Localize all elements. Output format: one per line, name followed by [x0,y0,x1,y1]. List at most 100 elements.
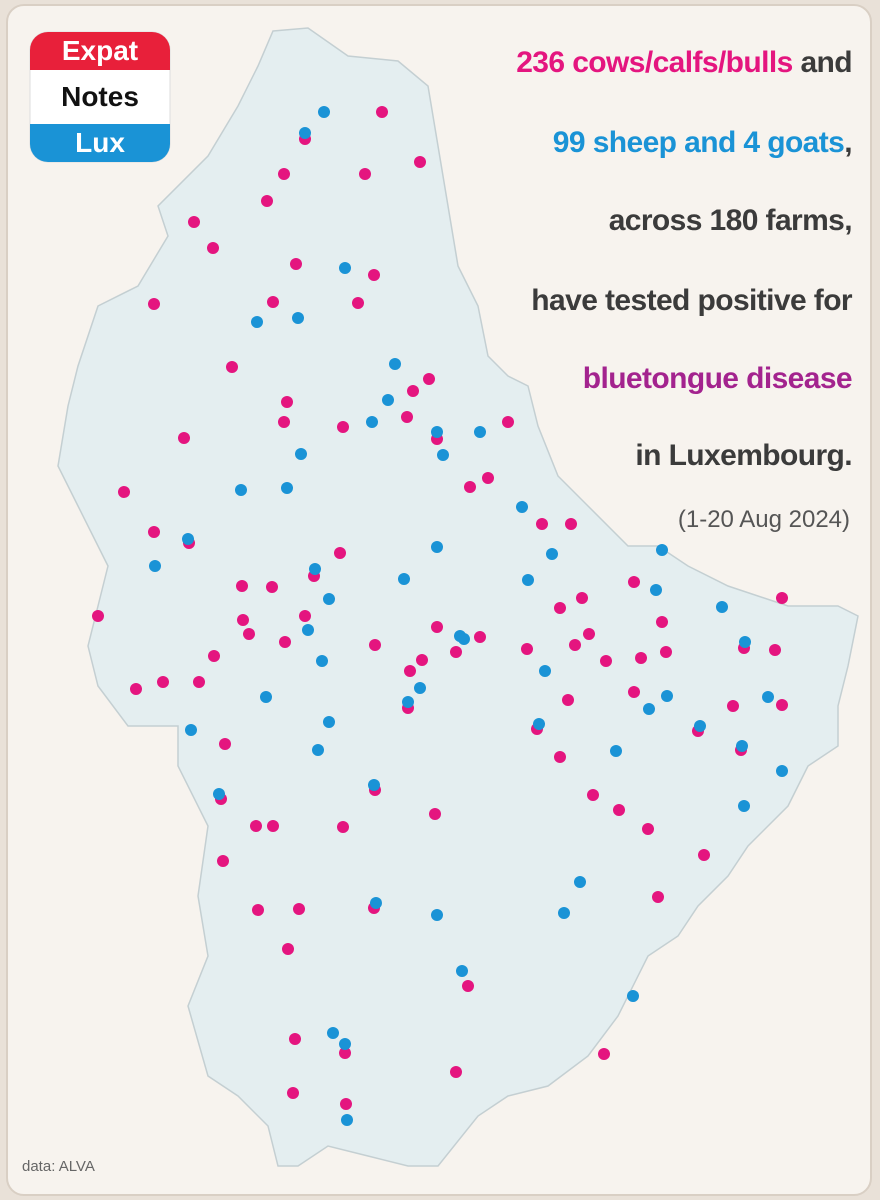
cattle-case [293,903,305,915]
sheep-goat-case [643,703,655,715]
logo-text: Lux [75,127,125,158]
cattle-case [656,616,668,628]
sheep-goat-case [149,560,161,572]
sheep-goat-case [260,691,272,703]
cattle-case [423,373,435,385]
text: and [800,46,852,79]
cattle-case [178,432,190,444]
cattle-case [289,1033,301,1045]
sheep-goat-case [318,106,330,118]
cattle-case [287,1087,299,1099]
cattle-case [219,738,231,750]
sheep-goat-case [474,426,486,438]
headline-line: 99 sheep and 4 goats, [553,126,853,160]
sheep-goat-case [522,574,534,586]
sheep-goat-case [431,541,443,553]
cattle-case [429,808,441,820]
cattle-case [462,980,474,992]
cattle-case [359,168,371,180]
cattle-case [279,636,291,648]
sheep-goat-case [431,426,443,438]
sheep-goat-case [694,720,706,732]
country-outline [57,27,859,1167]
cattle-case [217,855,229,867]
cattle-case [414,156,426,168]
cattle-case [278,416,290,428]
cattle-case [628,576,640,588]
cattle-case [727,700,739,712]
sheep-goat-case [323,716,335,728]
cattle-case [118,486,130,498]
sheep-goat-case [736,740,748,752]
cattle-case [278,168,290,180]
cattle-case [587,789,599,801]
disease-name: bluetongue disease [582,362,853,395]
sheep-goat-case [185,724,197,736]
sheep-goat-case [309,563,321,575]
logo-text: Notes [61,81,139,112]
sheep-goat-case [539,665,551,677]
cattle-case [236,580,248,592]
logo-text: Expat [61,35,139,66]
cattle-case [502,416,514,428]
cattle-case [290,258,302,270]
cattle-case [148,526,160,538]
cattle-case [613,804,625,816]
cattle-case [698,849,710,861]
cattle-case [340,1098,352,1110]
sheep-goat-case [516,501,528,513]
sheep-goat-case [339,1038,351,1050]
sheep-goat-case [661,690,673,702]
cattle-case [642,823,654,835]
sheep-goat-case [762,691,774,703]
text: , [844,126,852,159]
sheep-goat-case [650,584,662,596]
cattle-case [576,592,588,604]
sheep-goat-case [213,788,225,800]
cattle-case [92,610,104,622]
cattle-case [188,216,200,228]
sheep-goat-case [414,682,426,694]
date-range: (1-20 Aug 2024) [677,506,850,533]
sheep-goat-case [341,1114,353,1126]
sheep-goat-case [323,593,335,605]
cattle-case [401,411,413,423]
sheep-goat-case [382,394,394,406]
sheep-goat-case [776,765,788,777]
cattle-case [148,298,160,310]
cattle-case [776,592,788,604]
sheep-goat-case [574,876,586,888]
cattle-case [281,396,293,408]
cattle-case [431,621,443,633]
sheep-goat-case [339,262,351,274]
cattle-case [352,297,364,309]
cattle-case [521,643,533,655]
sheep-goat-case [299,127,311,139]
sheep-goat-case [437,449,449,461]
cattle-case [282,943,294,955]
headline-line: in Luxembourg. [635,439,852,473]
cattle-case [583,628,595,640]
cattle-case [376,106,388,118]
sheep-goat-case [302,624,314,636]
cattle-case [130,683,142,695]
cattle-case [416,654,428,666]
cattle-case [207,242,219,254]
case-markers [92,106,788,1126]
cattle-case [261,195,273,207]
text: in Luxembourg. [635,439,852,472]
cattle-case [450,1066,462,1078]
cattle-case [299,610,311,622]
sheep-goat-case [431,909,443,921]
sheep-goat-case [402,696,414,708]
cattle-case [635,652,647,664]
sheep-goat-case [312,744,324,756]
cattle-case [404,665,416,677]
sheep-goat-case [738,800,750,812]
headline-line: have tested positive for [531,284,852,318]
sheep-goat-case [292,312,304,324]
infographic: Expat Notes Lux 236 cows/calfs/bulls and… [6,4,872,1196]
cattle-case [660,646,672,658]
cattle-case [337,421,349,433]
cattle-case [369,639,381,651]
